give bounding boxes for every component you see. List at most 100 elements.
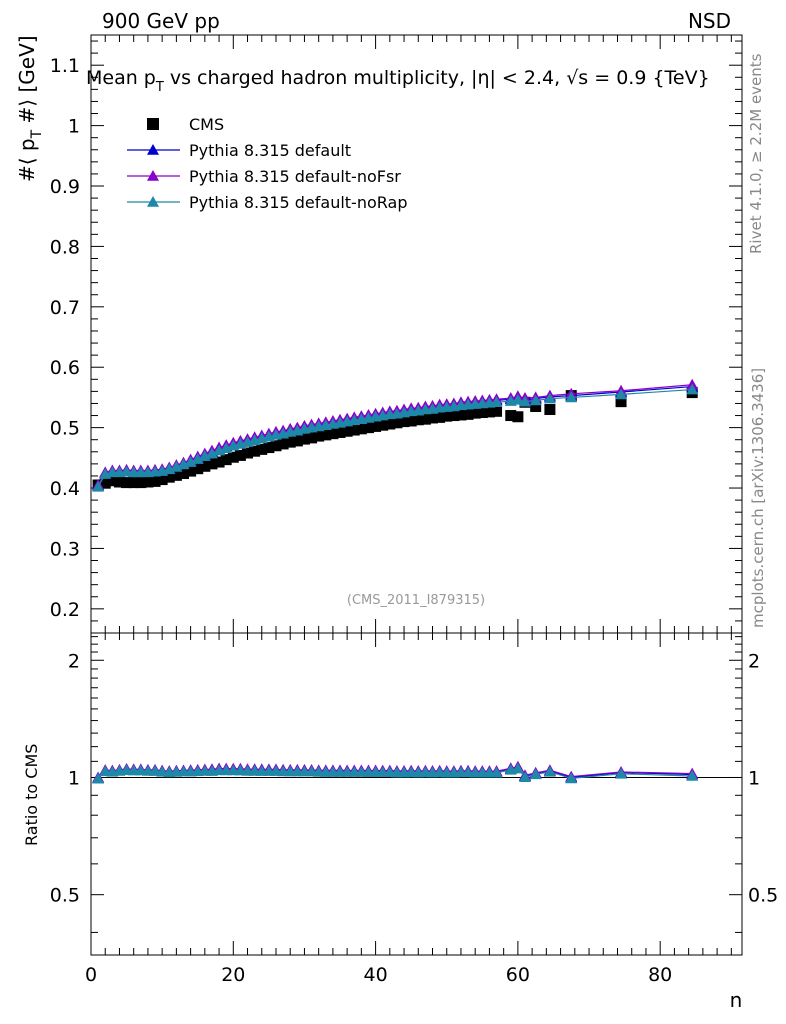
y-tick-label: 0.2	[50, 599, 80, 621]
cms-point	[455, 409, 467, 421]
pythia-8-315-default-norap-ratio-point	[565, 772, 578, 784]
y-tick-label: 1	[68, 116, 80, 138]
y-tick-label: 0.6	[50, 357, 80, 379]
cms-point	[249, 445, 261, 457]
pythia-8-315-default-norap-point	[529, 394, 542, 406]
pythia-8-315-default-norap-ratio-point	[490, 766, 503, 778]
pythia-8-315-default-norap-ratio-point	[529, 768, 542, 780]
cms-point	[170, 469, 182, 481]
cms-point	[391, 417, 403, 429]
cms-point	[242, 447, 254, 459]
ratio-series-layer	[92, 760, 699, 784]
cms-point	[377, 419, 389, 431]
legend-marker-cms	[147, 118, 159, 130]
cms-point	[163, 471, 175, 483]
cms-point	[469, 407, 481, 419]
cms-point	[306, 432, 318, 444]
cms-point	[412, 414, 424, 426]
legend-marker	[147, 170, 159, 181]
cms-point	[135, 477, 147, 489]
cms-point	[348, 424, 360, 436]
pythia-8-315-default-norap-point	[92, 480, 105, 492]
x-axis-ticks: 0 20 40 60 80	[85, 35, 732, 986]
pythia-8-315-default-norap-point	[686, 383, 699, 395]
cms-point	[441, 410, 453, 422]
pythia-8-315-default-norap-ratio-point	[92, 772, 105, 784]
cms-point	[544, 404, 556, 416]
pythia-8-315-default-norap-point	[565, 391, 578, 403]
cms-point	[185, 465, 197, 477]
cms-point	[220, 454, 232, 466]
x-tick-label: 0	[85, 964, 97, 986]
ratio-tick-label: 1	[68, 767, 80, 789]
cms-point	[142, 476, 154, 488]
cms-point	[128, 477, 140, 489]
cms-point	[263, 442, 275, 454]
ratio-y-axis-label: Ratio to CMS	[22, 744, 41, 846]
cms-point	[313, 430, 325, 442]
pythia-8-315-default-norap-point	[511, 393, 524, 405]
cms-point	[213, 456, 225, 468]
cms-point	[448, 410, 460, 422]
y-axis-label: #⟨ pT #⟩ [GeV]	[15, 35, 45, 182]
side-label-bottom: mcplots.cern.ch [arXiv:1306.3436]	[749, 368, 767, 628]
cms-point	[156, 474, 168, 486]
pythia-8-315-default-norap-point	[615, 388, 628, 400]
y-tick-label: 0.3	[50, 538, 80, 560]
pythia-8-315-default-norap-ratio-point	[543, 765, 556, 777]
pythia-8-315-default-norap-point	[205, 447, 218, 459]
header-right: NSD	[688, 9, 731, 33]
pythia-8-315-default-norap-point	[490, 396, 503, 408]
cms-point	[234, 449, 246, 461]
legend-label: Pythia 8.315 default-noFsr	[189, 167, 401, 186]
y-tick-label: 0.5	[50, 418, 80, 440]
ratio-tick-label: 2	[68, 650, 80, 672]
cms-point	[256, 443, 268, 455]
x-tick-label: 60	[506, 964, 530, 986]
legend-label: Pythia 8.315 default-noRap	[189, 193, 407, 212]
pythia-8-315-default-norap-point	[519, 395, 531, 407]
ratio-tick-label-right: 0.5	[748, 885, 778, 907]
cms-point	[505, 410, 517, 422]
cms-point	[370, 420, 382, 432]
cms-point	[327, 428, 339, 440]
legend: CMS Pythia 8.315 default Pythia 8.315 defa…	[127, 115, 407, 212]
pythia-8-315-default-norap-point	[543, 392, 556, 404]
cms-point	[615, 396, 627, 408]
cms-point	[334, 426, 346, 438]
cms-point	[320, 429, 332, 441]
cms-point	[192, 463, 204, 475]
x-tick-label: 80	[648, 964, 672, 986]
pythia-8-315-default-norap-point	[184, 456, 197, 467]
cms-point	[298, 433, 310, 445]
sqrt-glyph: √	[566, 67, 579, 89]
pythia-8-315-default-norap-point	[191, 453, 204, 464]
y-tick-label: 1.1	[50, 55, 80, 77]
cms-point	[277, 438, 289, 450]
pythia-8-315-default-norap-ratio-point	[149, 765, 162, 776]
ratio-axis-ticks: 0.5 0.5 1 1 2 2	[50, 636, 778, 933]
cms-point	[291, 435, 303, 447]
cms-point	[483, 406, 495, 418]
main-axis-ticks: 0.2 0.3 0.4 0.5 0.6 0.7 0.8 0.9 1 1.1	[50, 40, 742, 634]
cms-point	[113, 476, 125, 488]
cms-point	[362, 422, 374, 434]
pythia-8-315-default-norap-ratio-point	[519, 771, 531, 782]
cms-point	[341, 425, 353, 437]
header-left: 900 GeV pp	[102, 9, 220, 33]
cms-point	[427, 412, 439, 424]
cms-point	[398, 416, 410, 428]
pythia-8-315-default-norap-ratio-point	[686, 769, 699, 781]
analysis-label: (CMS_2011_I879315)	[347, 593, 485, 608]
legend-label: CMS	[189, 115, 224, 134]
cms-point	[177, 468, 189, 480]
legend-marker	[147, 196, 159, 207]
y-tick-label: 0.9	[50, 176, 80, 198]
cms-point	[355, 423, 367, 435]
x-tick-label: 40	[363, 964, 387, 986]
x-axis-label: n	[730, 988, 743, 1012]
cms-point	[199, 460, 211, 472]
y-tick-label: 0.8	[50, 236, 80, 258]
side-label-top: Rivet 4.1.0, ≥ 2.2M events	[747, 53, 765, 254]
